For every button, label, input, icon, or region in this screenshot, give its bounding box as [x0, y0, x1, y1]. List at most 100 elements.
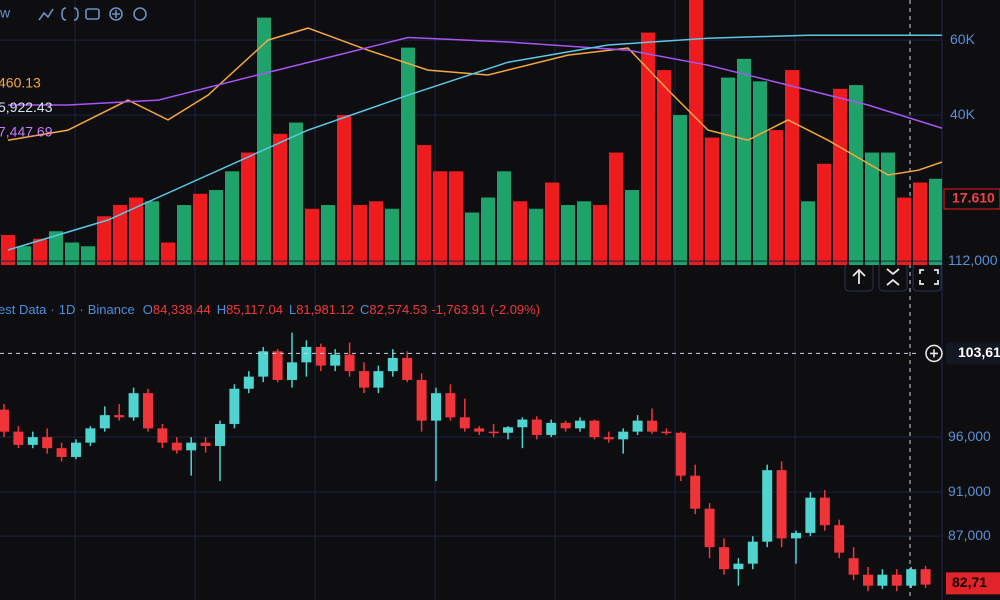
candle-body: [416, 379, 427, 421]
volume-bar: [689, 0, 703, 266]
indicator-icon[interactable]: [38, 8, 54, 21]
volume-bar: [721, 77, 735, 265]
volume-bar: [401, 47, 415, 266]
volume-bar: [209, 190, 223, 265]
volume-bar: [753, 81, 767, 265]
y-tick-label: 112,000: [948, 252, 998, 268]
candle-body: [402, 357, 413, 380]
volume-bar: [305, 208, 319, 265]
candle-body: [503, 427, 513, 433]
candle-body: [445, 393, 456, 418]
candle-body: [848, 558, 859, 575]
candle-body: [359, 371, 369, 388]
candle-body: [186, 442, 197, 451]
candle-body: [344, 354, 355, 372]
collapse-button[interactable]: [878, 262, 908, 292]
volume-bar: [849, 85, 863, 265]
candle-body: [258, 351, 269, 377]
volume-bar: [129, 197, 143, 265]
ma-legend-value: 460.13: [0, 75, 41, 91]
price-pane: [0, 260, 942, 592]
last-volume-label: 17.610: [952, 190, 995, 206]
volume-bar: [257, 17, 271, 266]
volume-bar: [385, 208, 399, 265]
volume-bar: [545, 182, 559, 265]
candle-body: [647, 420, 657, 432]
candle-body: [733, 563, 744, 570]
candle-body: [200, 442, 211, 446]
camera-icon[interactable]: [85, 8, 100, 20]
candle-body: [575, 420, 585, 429]
exchange: Binance: [87, 302, 135, 317]
ohlc-item: L81,981.12: [289, 302, 354, 317]
volume-bar: [897, 197, 911, 265]
volume-bar: [433, 171, 447, 265]
ohlc-key: L: [288, 302, 297, 317]
volume-bar: [17, 246, 31, 265]
volume-bar: [49, 231, 63, 265]
volume-bar: [241, 152, 255, 265]
maximize-button[interactable]: [912, 262, 942, 292]
y-tick-label: 87,000: [948, 527, 991, 543]
pane-controls: [844, 262, 942, 292]
candle-body: [27, 437, 38, 445]
crosshair-price-badge: [946, 342, 1000, 365]
candle-body: [603, 437, 614, 440]
candle-body: [42, 437, 53, 449]
y-tick-label: 91,000: [948, 483, 991, 499]
candle-body: [719, 547, 729, 570]
candle-body: [762, 470, 773, 542]
candle-body: [877, 574, 888, 586]
volume-bar: [657, 70, 671, 265]
y-tick-label: 96,000: [948, 428, 991, 444]
candle-body: [546, 422, 557, 435]
volume-bar: [177, 205, 191, 265]
ohlc-key: O: [142, 302, 153, 317]
last-price-badge: [946, 572, 1000, 595]
ohlc-value: 82,574.53: [369, 302, 428, 317]
function-icon[interactable]: [61, 7, 79, 21]
add-icon-plus: [112, 10, 120, 18]
volume-bar: [705, 137, 719, 265]
volume-bar: [273, 133, 287, 265]
candle-body: [834, 525, 845, 553]
candle-body: [776, 470, 787, 539]
last-volume-badge: [943, 188, 1000, 210]
candle-body: [618, 431, 629, 440]
volume-bar: [769, 130, 783, 265]
candle-body: [819, 497, 830, 526]
vertical-grid: [74, 0, 796, 600]
interval[interactable]: 1D: [58, 302, 76, 317]
add-icon[interactable]: [109, 7, 123, 21]
candle-body: [56, 448, 67, 457]
volume-bar: [929, 178, 942, 265]
candle-body: [373, 371, 384, 388]
ohlc-item: O84,338.44: [143, 302, 211, 317]
volume-bar: [593, 205, 607, 265]
volume-bar: [289, 122, 303, 265]
candle-body: [531, 419, 542, 435]
change: -1,763.91: [431, 302, 487, 317]
change-percent: (-2.09%): [490, 302, 541, 317]
volume-pane: [0, 0, 942, 266]
volume-bar: [369, 201, 383, 265]
candle-body: [171, 442, 182, 451]
volume-bar: [193, 193, 207, 265]
ohlc-value: 81,981.12: [296, 302, 355, 317]
candle-body: [387, 357, 398, 372]
ohlc-item: C82,574.53: [360, 302, 427, 317]
candle-body: [690, 475, 701, 509]
volume-bar: [577, 201, 591, 265]
ma-legend-value: 5,922.43: [0, 99, 53, 115]
volume-bar: [801, 201, 815, 265]
candle-body: [157, 428, 168, 443]
symbol-header: est Data · 1D · Binance O84,338.44 H85,117.…: [0, 302, 541, 317]
candle-body: [99, 415, 110, 429]
volume-bar: [641, 32, 655, 265]
settings-icon[interactable]: [133, 7, 147, 21]
candle-body: [661, 431, 672, 434]
candle-body: [920, 569, 931, 585]
crosshair-price-label: 103,61: [958, 344, 1000, 360]
volume-bar: [81, 246, 95, 265]
volume-bar: [609, 152, 623, 265]
